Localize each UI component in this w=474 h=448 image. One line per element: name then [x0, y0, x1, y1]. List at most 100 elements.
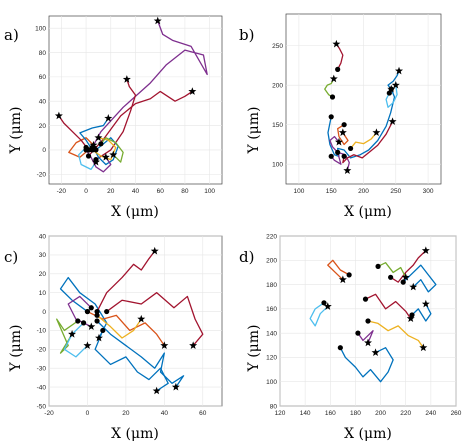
- trajectory-line: [86, 310, 165, 347]
- start-marker: [341, 122, 347, 128]
- panel-label: c): [4, 248, 18, 266]
- start-marker: [362, 296, 369, 302]
- y-tick-label: 180: [266, 282, 277, 289]
- start-marker: [355, 330, 361, 336]
- start-marker: [83, 147, 89, 153]
- start-marker: [104, 308, 110, 315]
- end-marker: [109, 150, 118, 159]
- start-marker: [75, 318, 81, 324]
- end-marker: [323, 302, 332, 310]
- end-marker: [421, 299, 430, 308]
- x-tick-label: 0: [86, 410, 90, 417]
- trajectory-line: [329, 135, 340, 154]
- end-marker: [343, 166, 352, 174]
- x-tick-label: 150: [326, 188, 337, 195]
- trajectory-line: [68, 137, 95, 158]
- y-tick-label: 30: [39, 252, 47, 259]
- trajectory-line: [324, 78, 335, 98]
- start-marker: [328, 114, 334, 120]
- x-tick-label: 220: [400, 410, 411, 417]
- end-marker: [152, 386, 161, 395]
- panel-a: -20 0 20 40 60 80 100 -20 0 20 40 60 80 100 a) X (μm) Y …: [4, 15, 223, 220]
- x-axis-label: X (μm): [344, 204, 392, 220]
- start-marker: [328, 153, 334, 159]
- x-tick-label: 20: [107, 188, 115, 195]
- end-marker: [94, 133, 103, 142]
- trajectory-line: [96, 320, 185, 388]
- y-tick-label: 100: [35, 25, 46, 32]
- end-marker: [89, 143, 98, 151]
- start-marker: [94, 312, 100, 318]
- start-marker: [89, 147, 95, 153]
- y-tick-label: -20: [37, 347, 47, 354]
- y-tick-label: -10: [37, 328, 47, 335]
- x-tick-label: 120: [275, 410, 286, 417]
- end-marker: [401, 273, 410, 281]
- start-marker: [85, 153, 92, 159]
- panel-b: 100 150 200 250 300 100 150 200 250 b) X (μm) Y (μm…: [239, 13, 442, 220]
- x-tick-label: 160: [325, 410, 336, 417]
- end-marker: [54, 111, 63, 120]
- end-marker: [153, 16, 162, 25]
- traces: [56, 246, 204, 395]
- end-marker: [89, 140, 98, 149]
- trajectory-line: [87, 90, 193, 157]
- trajectory-line: [67, 295, 92, 328]
- start-marker: [388, 86, 394, 92]
- y-tick-label: 250: [272, 43, 283, 50]
- x-tick-label: 40: [132, 188, 140, 195]
- trajectory-line: [349, 131, 378, 150]
- y-tick-label: -50: [37, 403, 47, 410]
- end-marker: [189, 341, 198, 349]
- y-axis-label: Y (μm): [8, 325, 24, 373]
- x-tick-label: 180: [350, 410, 361, 417]
- y-tick-label: -40: [37, 384, 47, 391]
- panel-d: 120 140 160 180 200 220 240 260 80 100 120 140 160 18…: [239, 233, 462, 442]
- y-tick-label: 200: [266, 258, 277, 265]
- start-marker: [335, 149, 341, 155]
- end-marker: [101, 153, 110, 161]
- start-marker: [84, 308, 91, 315]
- traces: [324, 39, 404, 174]
- trajectory-line: [402, 264, 437, 293]
- end-marker: [371, 348, 380, 356]
- y-tick-label: 20: [39, 123, 47, 130]
- start-marker: [94, 308, 100, 315]
- x-tick-label: 0: [84, 188, 88, 195]
- start-marker: [347, 145, 354, 152]
- end-marker: [83, 341, 92, 349]
- start-marker: [98, 141, 104, 147]
- y-tick-label: -20: [37, 172, 47, 179]
- trajectory-line: [342, 120, 394, 164]
- start-marker: [409, 312, 415, 318]
- x-tick-label: 200: [375, 410, 386, 417]
- start-marker: [388, 274, 394, 280]
- trajectory-line: [327, 88, 396, 159]
- start-marker: [365, 318, 371, 324]
- x-tick-label: 60: [199, 410, 207, 417]
- traces: [309, 246, 437, 383]
- trajectory-line: [58, 115, 90, 151]
- trajectory-line: [63, 322, 89, 358]
- y-tick-label: 140: [266, 330, 277, 337]
- y-tick-label: 100: [272, 162, 283, 169]
- start-marker: [341, 153, 347, 159]
- x-tick-label: 140: [300, 410, 311, 417]
- trajectory-line: [387, 70, 400, 90]
- trajectory-line: [95, 78, 137, 161]
- trajectory-line: [385, 84, 398, 108]
- end-marker: [334, 137, 343, 146]
- trajectory-line: [100, 137, 124, 163]
- y-tick-label: 40: [39, 99, 47, 106]
- x-tick-label: 100: [204, 188, 215, 195]
- trajectory-line: [106, 292, 204, 347]
- trajectory-line: [389, 249, 427, 283]
- x-tick-label: 260: [451, 410, 462, 417]
- x-tick-label: -20: [44, 410, 54, 417]
- start-marker: [100, 327, 106, 334]
- trajectory-line: [367, 320, 424, 349]
- end-marker: [395, 66, 404, 75]
- trajectory-line: [337, 124, 349, 146]
- x-axis-label: X (μm): [111, 426, 159, 442]
- trajectory-line: [94, 329, 169, 392]
